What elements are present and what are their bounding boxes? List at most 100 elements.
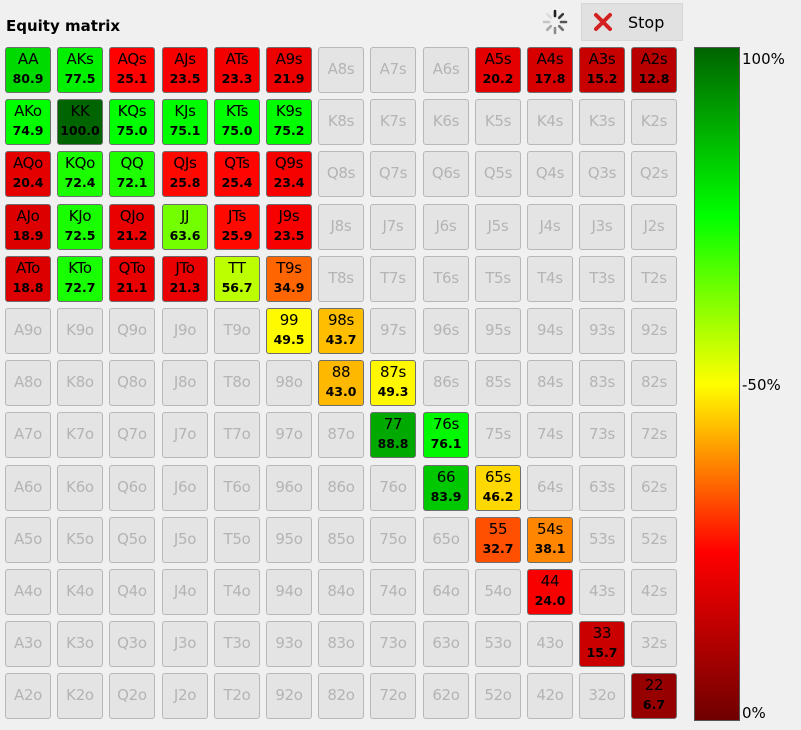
hand-cell[interactable]: 63s bbox=[579, 465, 625, 511]
hand-cell[interactable]: Q7s bbox=[370, 151, 416, 197]
hand-cell[interactable]: K9o bbox=[57, 308, 103, 354]
hand-cell[interactable]: T4o bbox=[214, 569, 260, 615]
hand-cell[interactable]: 43s bbox=[579, 569, 625, 615]
hand-cell[interactable]: J5s bbox=[475, 204, 521, 250]
hand-cell[interactable]: JTo 21.3 bbox=[162, 256, 208, 302]
hand-cell[interactable]: 96s bbox=[423, 308, 469, 354]
hand-cell[interactable]: AJo 18.9 bbox=[5, 204, 51, 250]
hand-cell[interactable]: Q5o bbox=[109, 517, 155, 563]
hand-cell[interactable]: K3s bbox=[579, 99, 625, 145]
hand-cell[interactable]: QQ 72.1 bbox=[109, 151, 155, 197]
hand-cell[interactable]: 94o bbox=[266, 569, 312, 615]
hand-cell[interactable]: A9o bbox=[5, 308, 51, 354]
hand-cell[interactable]: KTo 72.7 bbox=[57, 256, 103, 302]
hand-cell[interactable]: Q2o bbox=[109, 673, 155, 719]
hand-cell[interactable]: T2s bbox=[631, 256, 677, 302]
hand-cell[interactable]: Q8o bbox=[109, 360, 155, 406]
hand-cell[interactable]: T3s bbox=[579, 256, 625, 302]
hand-cell[interactable]: 64o bbox=[423, 569, 469, 615]
hand-cell[interactable]: K7s bbox=[370, 99, 416, 145]
hand-cell[interactable]: 73s bbox=[579, 412, 625, 458]
hand-cell[interactable]: J7s bbox=[370, 204, 416, 250]
hand-cell[interactable]: T4s bbox=[527, 256, 573, 302]
hand-cell[interactable]: ATo 18.8 bbox=[5, 256, 51, 302]
hand-cell[interactable]: A2o bbox=[5, 673, 51, 719]
hand-cell[interactable]: 33 15.7 bbox=[579, 621, 625, 667]
hand-cell[interactable]: 74s bbox=[527, 412, 573, 458]
hand-cell[interactable]: 84s bbox=[527, 360, 573, 406]
hand-cell[interactable]: 52s bbox=[631, 517, 677, 563]
hand-cell[interactable]: 92o bbox=[266, 673, 312, 719]
hand-cell[interactable]: QJs 25.8 bbox=[162, 151, 208, 197]
hand-cell[interactable]: JTs 25.9 bbox=[214, 204, 260, 250]
hand-cell[interactable]: JJ 63.6 bbox=[162, 204, 208, 250]
hand-cell[interactable]: T5s bbox=[475, 256, 521, 302]
hand-cell[interactable]: J7o bbox=[162, 412, 208, 458]
hand-cell[interactable]: 75o bbox=[370, 517, 416, 563]
hand-cell[interactable]: J2o bbox=[162, 673, 208, 719]
hand-cell[interactable]: 63o bbox=[423, 621, 469, 667]
hand-cell[interactable]: 84o bbox=[318, 569, 364, 615]
hand-cell[interactable]: A8o bbox=[5, 360, 51, 406]
hand-cell[interactable]: A7o bbox=[5, 412, 51, 458]
hand-cell[interactable]: 83s bbox=[579, 360, 625, 406]
hand-cell[interactable]: K8s bbox=[318, 99, 364, 145]
hand-cell[interactable]: T7o bbox=[214, 412, 260, 458]
hand-cell[interactable]: 93s bbox=[579, 308, 625, 354]
hand-cell[interactable]: AA 80.9 bbox=[5, 47, 51, 93]
hand-cell[interactable]: 99 49.5 bbox=[266, 308, 312, 354]
hand-cell[interactable]: KQs 75.0 bbox=[109, 99, 155, 145]
hand-cell[interactable]: T9s 34.9 bbox=[266, 256, 312, 302]
hand-cell[interactable]: 98s 43.7 bbox=[318, 308, 364, 354]
hand-cell[interactable]: Q4s bbox=[527, 151, 573, 197]
hand-cell[interactable]: K5s bbox=[475, 99, 521, 145]
hand-cell[interactable]: J8s bbox=[318, 204, 364, 250]
hand-cell[interactable]: Q2s bbox=[631, 151, 677, 197]
hand-cell[interactable]: 43o bbox=[527, 621, 573, 667]
hand-cell[interactable]: A3o bbox=[5, 621, 51, 667]
stop-button[interactable]: Stop bbox=[581, 3, 683, 41]
hand-cell[interactable]: 65o bbox=[423, 517, 469, 563]
hand-cell[interactable]: A9s 21.9 bbox=[266, 47, 312, 93]
hand-cell[interactable]: 66 83.9 bbox=[423, 465, 469, 511]
hand-cell[interactable]: 87s 49.3 bbox=[370, 360, 416, 406]
hand-cell[interactable]: 64s bbox=[527, 465, 573, 511]
hand-cell[interactable]: 82o bbox=[318, 673, 364, 719]
hand-cell[interactable]: T6s bbox=[423, 256, 469, 302]
hand-cell[interactable]: Q6s bbox=[423, 151, 469, 197]
hand-cell[interactable]: K5o bbox=[57, 517, 103, 563]
hand-cell[interactable]: ATs 23.3 bbox=[214, 47, 260, 93]
hand-cell[interactable]: 76s 76.1 bbox=[423, 412, 469, 458]
hand-cell[interactable]: 93o bbox=[266, 621, 312, 667]
hand-cell[interactable]: T7s bbox=[370, 256, 416, 302]
hand-cell[interactable]: 42o bbox=[527, 673, 573, 719]
hand-cell[interactable]: Q6o bbox=[109, 465, 155, 511]
hand-cell[interactable]: K9s 75.2 bbox=[266, 99, 312, 145]
hand-cell[interactable]: J8o bbox=[162, 360, 208, 406]
hand-cell[interactable]: 85o bbox=[318, 517, 364, 563]
hand-cell[interactable]: 32s bbox=[631, 621, 677, 667]
hand-cell[interactable]: A6o bbox=[5, 465, 51, 511]
hand-cell[interactable]: J2s bbox=[631, 204, 677, 250]
hand-cell[interactable]: KTs 75.0 bbox=[214, 99, 260, 145]
hand-cell[interactable]: Q3s bbox=[579, 151, 625, 197]
hand-cell[interactable]: K6s bbox=[423, 99, 469, 145]
hand-cell[interactable]: 44 24.0 bbox=[527, 569, 573, 615]
hand-cell[interactable]: 53s bbox=[579, 517, 625, 563]
hand-cell[interactable]: KK 100.0 bbox=[57, 99, 103, 145]
hand-cell[interactable]: QJo 21.2 bbox=[109, 204, 155, 250]
hand-cell[interactable]: TT 56.7 bbox=[214, 256, 260, 302]
hand-cell[interactable]: QTo 21.1 bbox=[109, 256, 155, 302]
hand-cell[interactable]: Q9o bbox=[109, 308, 155, 354]
hand-cell[interactable]: A7s bbox=[370, 47, 416, 93]
hand-cell[interactable]: T6o bbox=[214, 465, 260, 511]
hand-cell[interactable]: J3s bbox=[579, 204, 625, 250]
hand-cell[interactable]: Q8s bbox=[318, 151, 364, 197]
hand-cell[interactable]: J6o bbox=[162, 465, 208, 511]
hand-cell[interactable]: J3o bbox=[162, 621, 208, 667]
hand-cell[interactable]: 86o bbox=[318, 465, 364, 511]
hand-cell[interactable]: A6s bbox=[423, 47, 469, 93]
hand-cell[interactable]: 72o bbox=[370, 673, 416, 719]
hand-cell[interactable]: 72s bbox=[631, 412, 677, 458]
hand-cell[interactable]: 86s bbox=[423, 360, 469, 406]
